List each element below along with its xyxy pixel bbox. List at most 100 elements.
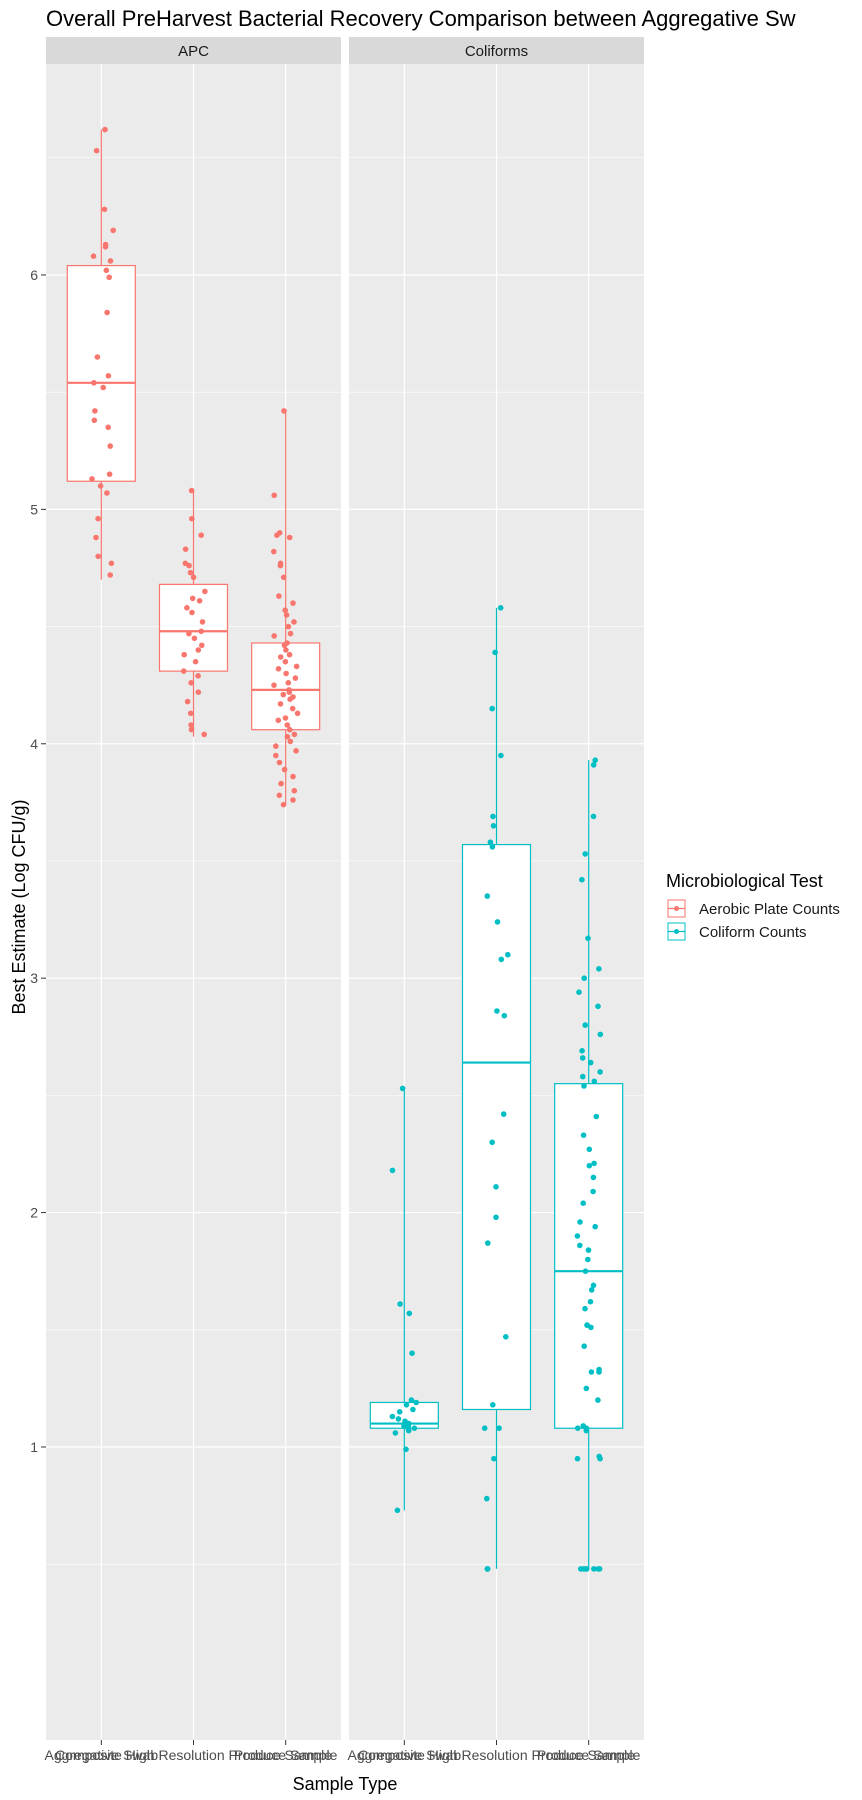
x-tick-label: Composite High Resolution Produce Sample	[358, 1747, 635, 1763]
data-point	[275, 717, 282, 724]
boxplot	[554, 757, 624, 1572]
data-point	[580, 1132, 587, 1138]
data-point	[576, 989, 582, 995]
data-point	[277, 562, 284, 569]
data-point	[484, 893, 491, 899]
y-tick-label: 6	[30, 267, 38, 283]
data-point	[597, 1455, 603, 1462]
data-point	[199, 642, 205, 649]
data-point	[588, 1287, 595, 1293]
data-point	[198, 532, 204, 538]
data-point	[196, 598, 203, 604]
data-point	[294, 710, 301, 717]
data-point	[286, 651, 293, 658]
data-point	[280, 801, 287, 808]
data-point	[289, 705, 296, 712]
data-point	[189, 609, 195, 616]
data-point	[285, 623, 292, 630]
data-point	[587, 1059, 594, 1066]
data-point	[188, 726, 195, 733]
data-point	[489, 705, 496, 712]
y-tick-label: 1	[30, 1439, 38, 1455]
legend-label: Coliform Counts	[699, 924, 807, 941]
data-point	[195, 673, 201, 679]
data-point	[94, 354, 101, 360]
data-point	[395, 1416, 402, 1422]
data-point	[491, 1455, 497, 1462]
data-point	[192, 658, 199, 665]
data-point	[596, 966, 602, 972]
data-point	[274, 532, 280, 538]
data-point	[574, 1425, 581, 1431]
data-point	[581, 1083, 587, 1089]
data-point	[91, 380, 97, 386]
data-point	[406, 1310, 413, 1317]
data-point	[585, 935, 591, 942]
data-point	[596, 1369, 602, 1375]
data-point	[582, 851, 588, 857]
data-point	[579, 1055, 586, 1061]
data-point	[501, 1012, 508, 1019]
data-point	[93, 534, 99, 541]
data-point	[401, 1423, 407, 1429]
data-point	[590, 762, 597, 768]
data-point	[484, 1566, 491, 1572]
data-point	[284, 722, 291, 728]
data-point	[490, 1402, 496, 1408]
data-point	[489, 1139, 496, 1146]
data-point	[597, 1069, 603, 1075]
data-point	[278, 780, 284, 787]
x-tick-label: Produce Sample	[234, 1747, 338, 1763]
data-point	[587, 1298, 594, 1305]
data-point	[186, 630, 192, 637]
data-point	[592, 757, 598, 763]
data-point	[581, 1566, 587, 1572]
data-point	[389, 1167, 396, 1174]
data-point	[403, 1402, 410, 1408]
data-point	[104, 309, 110, 316]
data-point	[191, 635, 198, 642]
data-point	[583, 1385, 590, 1392]
data-point	[276, 593, 282, 599]
data-point	[101, 206, 108, 213]
data-point	[493, 1214, 499, 1221]
data-point	[582, 1268, 589, 1274]
data-point	[280, 691, 287, 698]
data-point	[403, 1446, 409, 1453]
data-point	[591, 1078, 598, 1085]
y-tick-label: 5	[30, 501, 38, 517]
data-point	[591, 1160, 597, 1167]
data-point	[585, 1247, 592, 1253]
data-point	[95, 515, 101, 522]
data-point	[291, 619, 297, 625]
data-point	[104, 490, 110, 496]
legend-entry: Aerobic Plate Counts	[667, 899, 840, 918]
data-point	[411, 1425, 418, 1431]
data-point	[487, 839, 494, 845]
x-tick-label: Aggregative Swab	[347, 1747, 461, 1763]
data-point	[592, 1223, 598, 1230]
data-point	[408, 1397, 415, 1403]
data-point	[389, 1413, 396, 1420]
data-point	[413, 1399, 420, 1406]
data-point	[489, 844, 496, 850]
data-point	[188, 487, 195, 494]
data-point	[190, 574, 197, 581]
data-point	[271, 682, 277, 688]
data-point	[187, 710, 194, 717]
data-point	[184, 605, 190, 611]
data-point	[186, 562, 192, 569]
facet-strip	[349, 37, 644, 64]
data-point	[286, 534, 293, 541]
data-point	[108, 560, 115, 567]
data-point	[595, 1003, 601, 1010]
data-point	[102, 126, 108, 133]
data-point	[91, 417, 98, 424]
data-point	[580, 1200, 586, 1206]
data-point	[392, 1430, 399, 1436]
data-point	[277, 654, 284, 660]
box-iqr	[554, 1083, 624, 1429]
data-point	[581, 975, 587, 981]
data-point	[89, 476, 95, 482]
